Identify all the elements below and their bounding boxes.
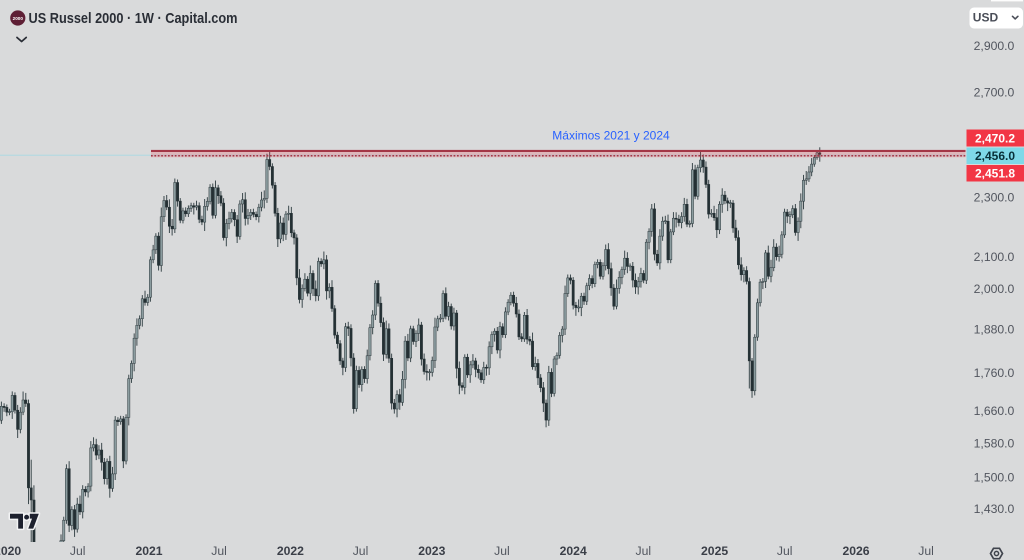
svg-text:1,430.0: 1,430.0	[974, 502, 1015, 516]
svg-text:Jul: Jul	[777, 544, 793, 558]
svg-text:Jul: Jul	[636, 544, 652, 558]
svg-text:2021: 2021	[135, 544, 162, 558]
svg-text:1,660.0: 1,660.0	[974, 404, 1015, 418]
svg-text:2024: 2024	[560, 544, 587, 558]
svg-text:2,100.0: 2,100.0	[974, 250, 1015, 264]
svg-text:Jul: Jul	[211, 544, 227, 558]
svg-text:2022: 2022	[277, 544, 304, 558]
svg-text:2,470.2: 2,470.2	[975, 131, 1015, 145]
svg-text:2,000.0: 2,000.0	[974, 282, 1015, 296]
svg-text:2020: 2020	[0, 544, 21, 558]
svg-text:2026: 2026	[842, 544, 869, 558]
svg-text:Jul: Jul	[70, 544, 86, 558]
svg-text:2,900.0: 2,900.0	[974, 39, 1015, 53]
svg-text:Jul: Jul	[353, 544, 369, 558]
svg-text:1,580.0: 1,580.0	[974, 437, 1015, 451]
svg-text:USD: USD	[973, 10, 999, 24]
svg-text:2025: 2025	[701, 544, 728, 558]
svg-text:1,880.0: 1,880.0	[974, 323, 1015, 337]
svg-text:2,700.0: 2,700.0	[974, 86, 1015, 100]
svg-text:1,500.0: 1,500.0	[974, 471, 1015, 485]
svg-text:2,451.8: 2,451.8	[975, 167, 1015, 181]
svg-text:2000: 2000	[13, 16, 24, 21]
svg-text:2,456.0: 2,456.0	[975, 149, 1015, 163]
svg-text:2,300.0: 2,300.0	[974, 191, 1015, 205]
svg-text:Jul: Jul	[494, 544, 510, 558]
svg-text:2023: 2023	[418, 544, 445, 558]
svg-text:Jul: Jul	[918, 544, 934, 558]
svg-text:Máximos 2021 y 2024: Máximos 2021 y 2024	[552, 129, 670, 143]
svg-text:1,760.0: 1,760.0	[974, 366, 1015, 380]
svg-text:US Russel 2000 · 1W · Capital.: US Russel 2000 · 1W · Capital.com	[29, 11, 238, 27]
